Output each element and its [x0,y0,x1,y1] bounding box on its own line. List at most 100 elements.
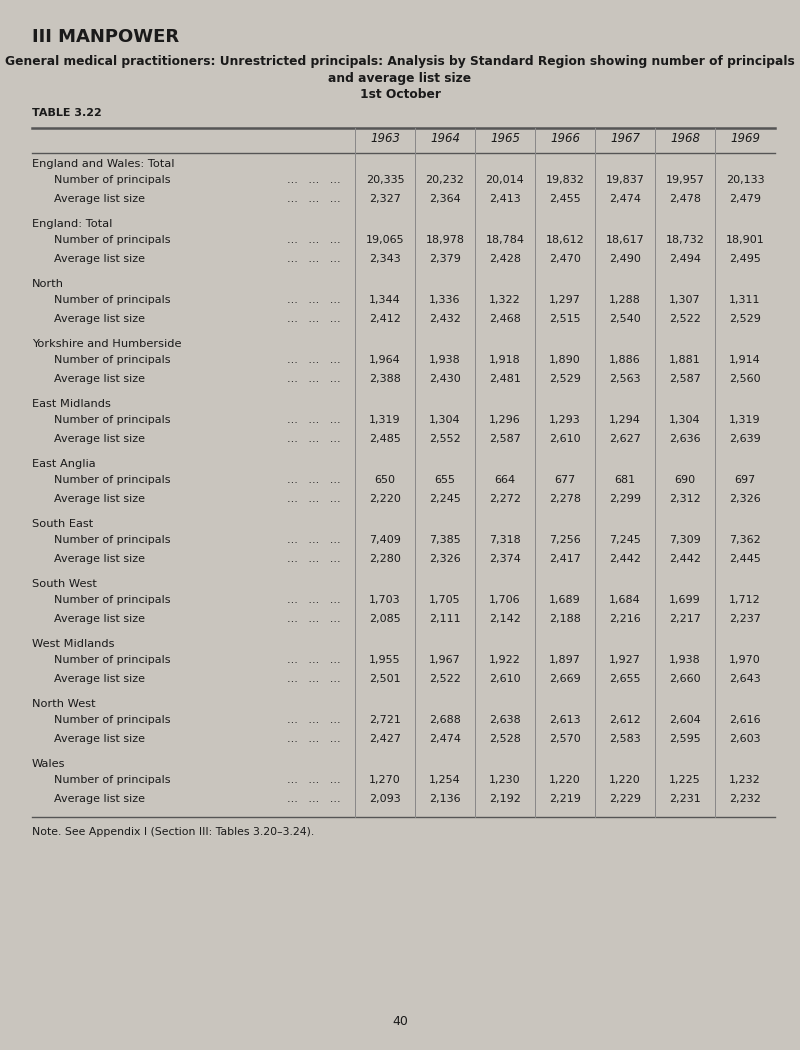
Text: North West: North West [32,699,96,709]
Text: ...   ...   ...: ... ... ... [287,775,341,785]
Text: 1,319: 1,319 [729,415,761,425]
Text: 677: 677 [554,475,576,485]
Text: Number of principals: Number of principals [54,536,170,545]
Text: ...   ...   ...: ... ... ... [287,415,341,425]
Text: 1,311: 1,311 [730,295,761,304]
Text: 2,470: 2,470 [549,254,581,264]
Text: 1,304: 1,304 [669,415,701,425]
Text: ...   ...   ...: ... ... ... [287,494,341,504]
Text: 1,684: 1,684 [609,595,641,605]
Text: South West: South West [32,579,97,589]
Text: 2,522: 2,522 [669,314,701,324]
Text: 1,703: 1,703 [369,595,401,605]
Text: 2,643: 2,643 [729,674,761,684]
Text: 18,617: 18,617 [606,235,644,245]
Text: 20,014: 20,014 [486,175,524,185]
Text: 2,327: 2,327 [369,194,401,204]
Text: 1964: 1964 [430,132,460,145]
Text: 2,627: 2,627 [609,434,641,444]
Text: 2,219: 2,219 [549,794,581,804]
Text: 2,217: 2,217 [669,614,701,624]
Text: 19,957: 19,957 [666,175,705,185]
Text: 2,478: 2,478 [669,194,701,204]
Text: 2,326: 2,326 [429,554,461,564]
Text: 2,428: 2,428 [489,254,521,264]
Text: 1,890: 1,890 [549,355,581,365]
Text: 2,638: 2,638 [489,715,521,724]
Text: 2,343: 2,343 [369,254,401,264]
Text: 1,220: 1,220 [609,775,641,785]
Text: 2,583: 2,583 [609,734,641,744]
Text: ...   ...   ...: ... ... ... [287,554,341,564]
Text: 2,445: 2,445 [729,554,761,564]
Text: ...   ...   ...: ... ... ... [287,374,341,384]
Text: 1,232: 1,232 [729,775,761,785]
Text: TABLE 3.22: TABLE 3.22 [32,108,102,118]
Text: 7,362: 7,362 [729,536,761,545]
Text: 2,721: 2,721 [369,715,401,724]
Text: 18,978: 18,978 [426,235,465,245]
Text: 2,529: 2,529 [729,314,761,324]
Text: 1,296: 1,296 [489,415,521,425]
Text: 2,142: 2,142 [489,614,521,624]
Text: ...   ...   ...: ... ... ... [287,794,341,804]
Text: 20,133: 20,133 [726,175,764,185]
Text: 1,914: 1,914 [729,355,761,365]
Text: 2,474: 2,474 [429,734,461,744]
Text: 7,385: 7,385 [429,536,461,545]
Text: 18,784: 18,784 [486,235,525,245]
Text: 2,299: 2,299 [609,494,641,504]
Text: 1,964: 1,964 [369,355,401,365]
Text: North: North [32,279,64,289]
Text: 1,322: 1,322 [489,295,521,304]
Text: ...   ...   ...: ... ... ... [287,715,341,724]
Text: 2,563: 2,563 [609,374,641,384]
Text: England and Wales: Total: England and Wales: Total [32,159,174,169]
Text: 1,225: 1,225 [669,775,701,785]
Text: 1,955: 1,955 [369,655,401,665]
Text: 664: 664 [494,475,515,485]
Text: 655: 655 [434,475,455,485]
Text: Average list size: Average list size [54,614,145,624]
Text: 18,612: 18,612 [546,235,584,245]
Text: 1,319: 1,319 [369,415,401,425]
Text: 2,688: 2,688 [429,715,461,724]
Text: 2,636: 2,636 [669,434,701,444]
Text: 2,278: 2,278 [549,494,581,504]
Text: Number of principals: Number of principals [54,355,170,365]
Text: 1,304: 1,304 [429,415,461,425]
Text: 2,417: 2,417 [549,554,581,564]
Text: Average list size: Average list size [54,794,145,804]
Text: 2,245: 2,245 [429,494,461,504]
Text: 1,288: 1,288 [609,295,641,304]
Text: 2,379: 2,379 [429,254,461,264]
Text: Average list size: Average list size [54,314,145,324]
Text: 1,918: 1,918 [489,355,521,365]
Text: 2,669: 2,669 [549,674,581,684]
Text: 1,294: 1,294 [609,415,641,425]
Text: III MANPOWER: III MANPOWER [32,28,179,46]
Text: East Anglia: East Anglia [32,459,96,469]
Text: 1,881: 1,881 [669,355,701,365]
Text: Wales: Wales [32,759,66,769]
Text: 2,280: 2,280 [369,554,401,564]
Text: Yorkshire and Humberside: Yorkshire and Humberside [32,339,182,349]
Text: 19,832: 19,832 [546,175,585,185]
Text: 2,570: 2,570 [549,734,581,744]
Text: 7,318: 7,318 [489,536,521,545]
Text: ...   ...   ...: ... ... ... [287,614,341,624]
Text: 1,897: 1,897 [549,655,581,665]
Text: 2,639: 2,639 [729,434,761,444]
Text: 2,136: 2,136 [429,794,461,804]
Text: 1,336: 1,336 [430,295,461,304]
Text: 2,529: 2,529 [549,374,581,384]
Text: 2,552: 2,552 [429,434,461,444]
Text: 1965: 1965 [490,132,520,145]
Text: 7,245: 7,245 [609,536,641,545]
Text: 2,312: 2,312 [669,494,701,504]
Text: 1,705: 1,705 [429,595,461,605]
Text: ...   ...   ...: ... ... ... [287,295,341,304]
Text: 2,432: 2,432 [429,314,461,324]
Text: 1,254: 1,254 [429,775,461,785]
Text: 1,706: 1,706 [489,595,521,605]
